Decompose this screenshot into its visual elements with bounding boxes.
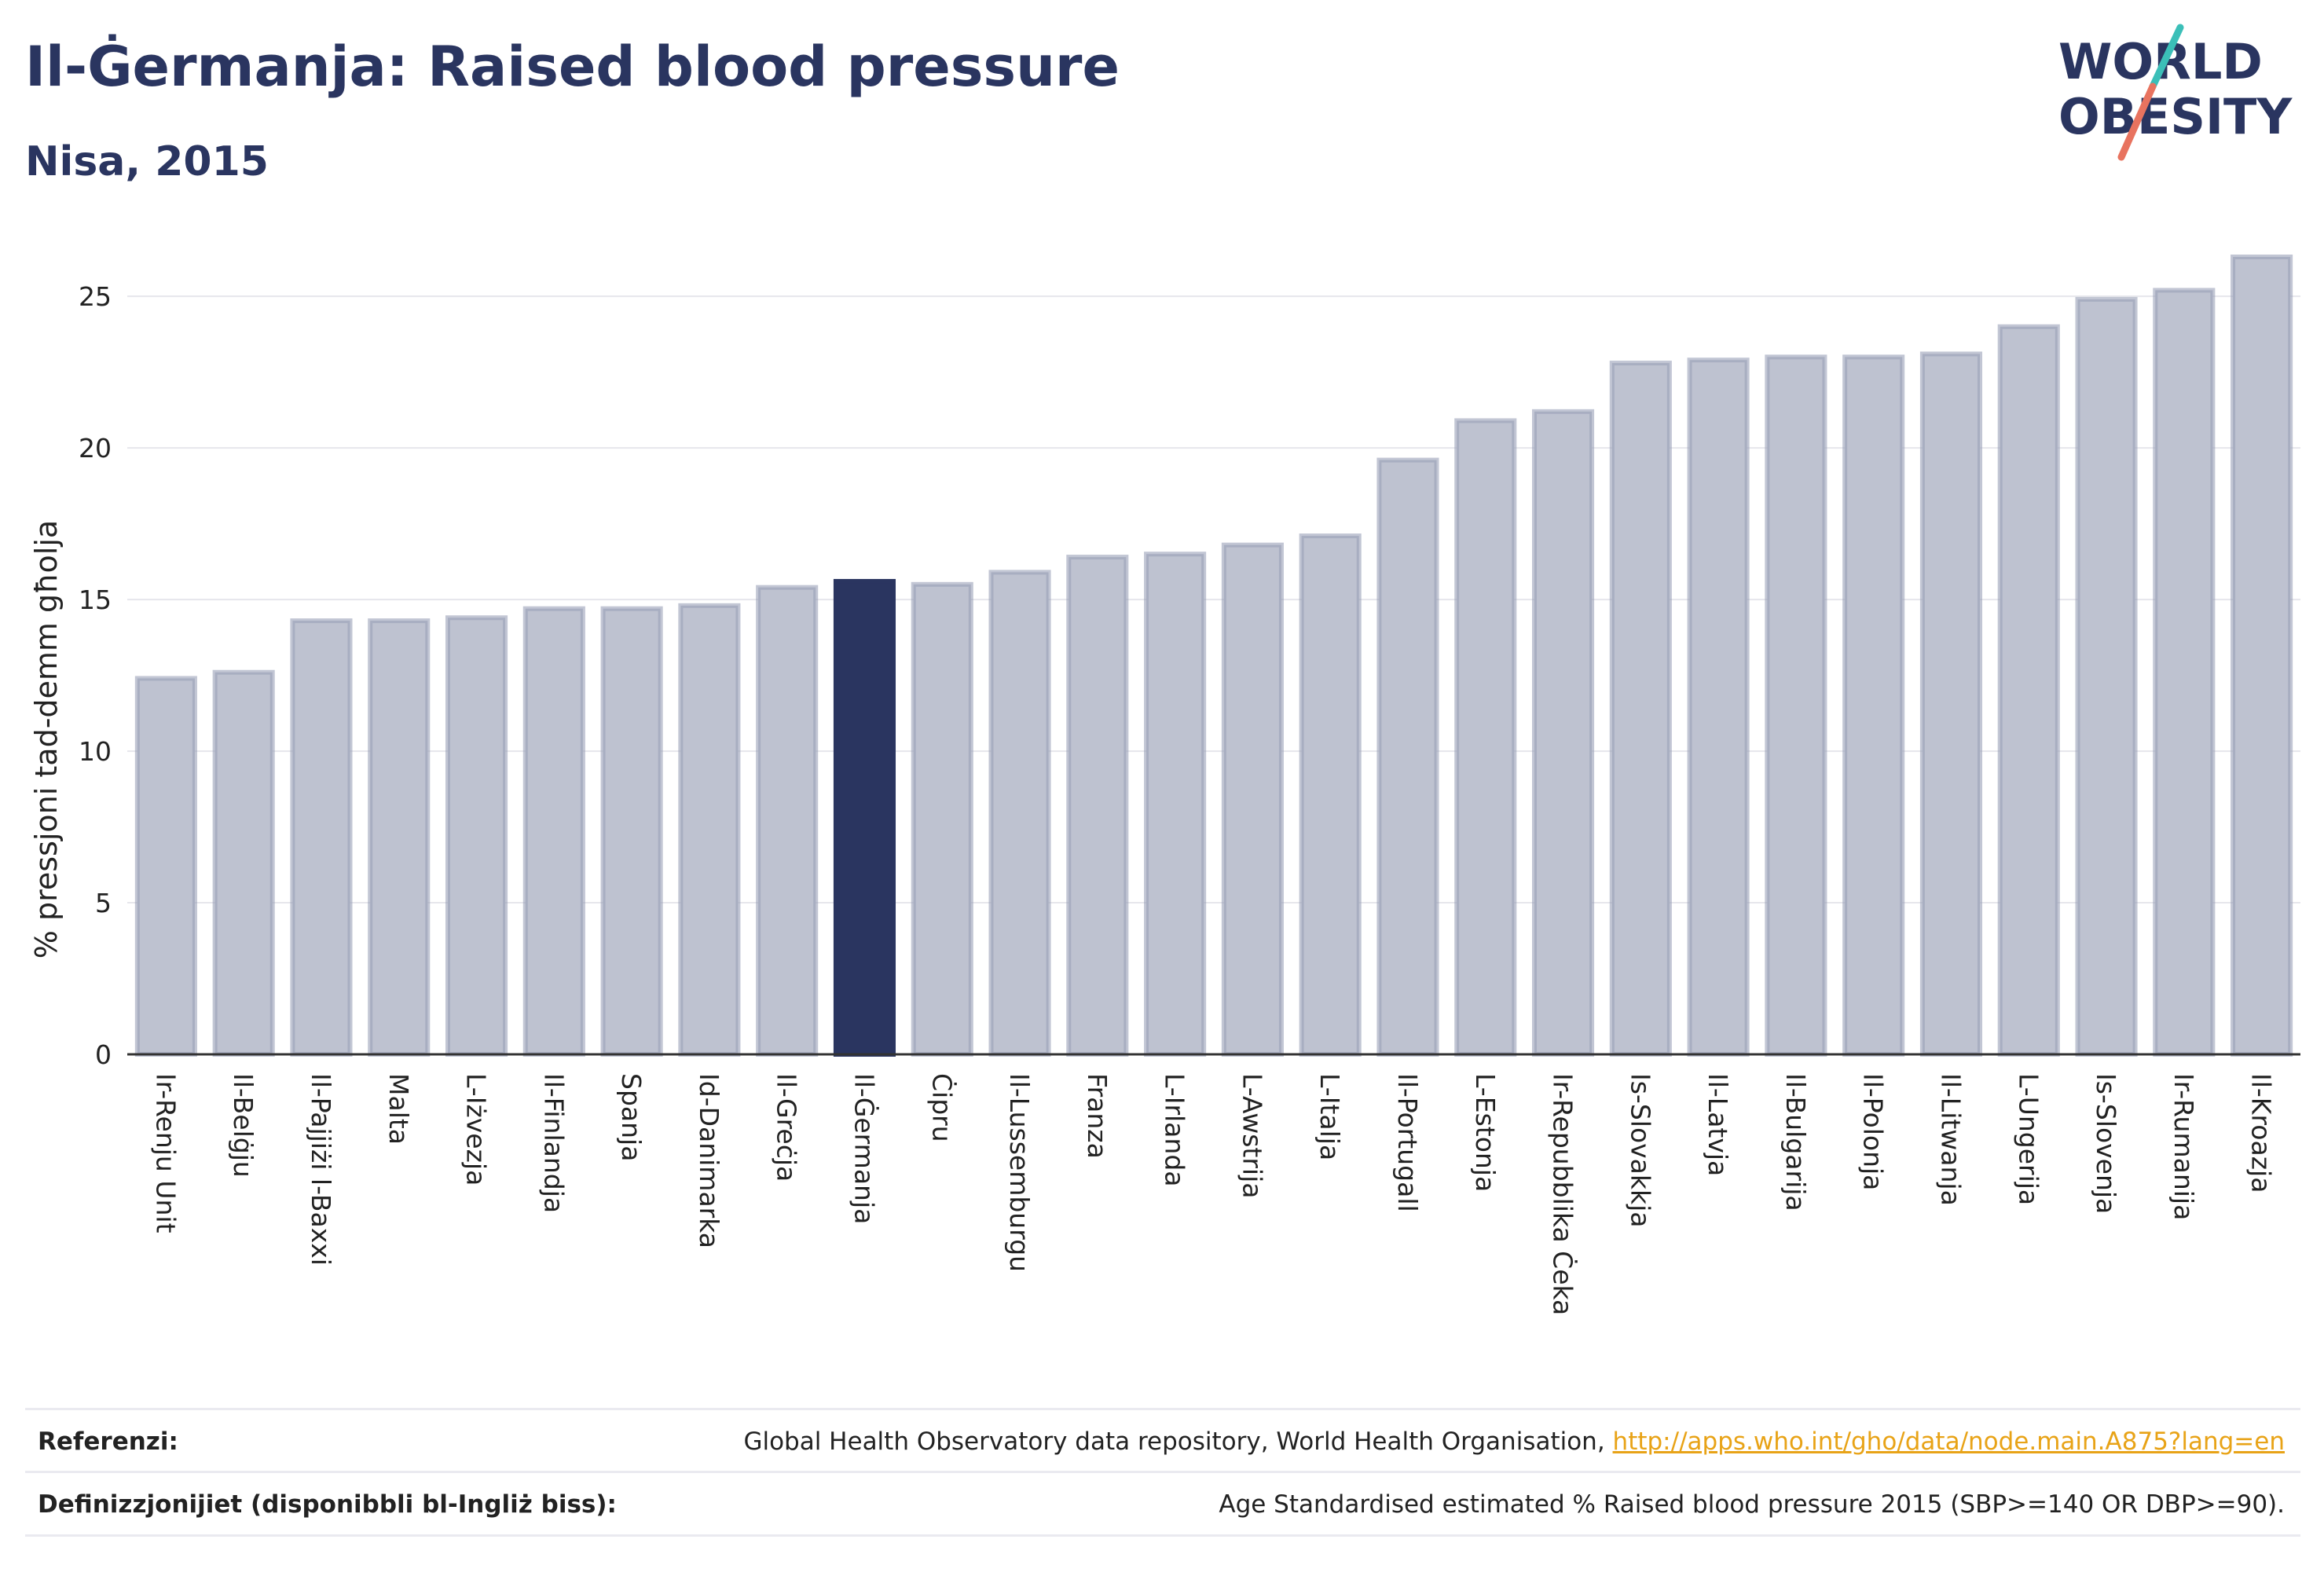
x-tick-label: Ir-Rumanija xyxy=(2168,1073,2199,1220)
x-tick-label: Il-Finlandja xyxy=(538,1073,569,1213)
x-tick-label: Il-Belġju xyxy=(228,1073,258,1178)
x-tick-label: Is-Slovakkja xyxy=(1625,1073,1655,1228)
bar xyxy=(1765,354,1827,1057)
x-tick-label: L-Estonja xyxy=(1470,1073,1501,1192)
x-tick-label: Il-Portugall xyxy=(1392,1073,1423,1212)
bar xyxy=(2231,255,2293,1057)
y-axis-label: % pressjoni tad-demm għolja xyxy=(29,520,64,958)
x-tick-label: L-Ungerija xyxy=(2013,1073,2044,1205)
x-tick-label: Ir-Renju Unit xyxy=(150,1073,181,1233)
bar xyxy=(445,615,508,1057)
bar xyxy=(1919,351,1983,1057)
bar xyxy=(1376,457,1439,1057)
chart-subtitle: Nisa, 2015 xyxy=(25,138,269,185)
bar xyxy=(212,669,275,1057)
definitions-row: Definizzjonijiet (disponibbli bl-Ingliż … xyxy=(25,1471,2300,1537)
bar xyxy=(1066,555,1129,1057)
x-tick-label: Il-Litwanja xyxy=(1935,1073,1966,1206)
chart-title: Il-Ġermanja: Raised blood pressure xyxy=(25,35,1120,99)
bar xyxy=(1299,533,1362,1057)
x-tick-label: L-Iżvezja xyxy=(461,1073,492,1186)
bar xyxy=(368,618,431,1057)
x-tick-label: Franza xyxy=(1082,1073,1113,1159)
bar xyxy=(1531,409,1595,1057)
bar xyxy=(600,606,663,1057)
bar xyxy=(1144,552,1207,1057)
x-tick-label: L-Italja xyxy=(1314,1073,1345,1160)
y-tick-label: 10 xyxy=(79,736,112,767)
logo-slash-teal xyxy=(2149,24,2184,90)
references-row: Referenzi: Global Health Observatory dat… xyxy=(25,1408,2300,1471)
bar xyxy=(2075,297,2138,1057)
bar xyxy=(1842,354,1905,1057)
bar xyxy=(1609,361,1672,1057)
x-tick-label: Is-Slovenja xyxy=(2091,1073,2121,1214)
references-link[interactable]: http://apps.who.int/gho/data/node.main.A… xyxy=(1612,1428,2285,1456)
y-tick-label: 15 xyxy=(79,585,112,615)
x-tick-label: Ċipru xyxy=(926,1073,958,1142)
bar xyxy=(911,581,973,1057)
x-tick-label: Malta xyxy=(383,1073,414,1145)
references-label: Referenzi: xyxy=(38,1428,178,1456)
world-obesity-logo: WORLD OBESITY xyxy=(2058,24,2293,161)
bar xyxy=(678,603,741,1057)
x-tick-label: Ir-Repubblika Ċeka xyxy=(1548,1073,1579,1315)
bar xyxy=(134,676,197,1057)
references-text: Global Health Observatory data repositor… xyxy=(743,1428,1613,1456)
references-value: Global Health Observatory data repositor… xyxy=(743,1428,2285,1456)
x-tick-label: L-Awstrija xyxy=(1237,1073,1267,1198)
bar xyxy=(1221,542,1284,1057)
logo-word-obesity: OBESITY xyxy=(2058,88,2293,145)
x-tick-label: Il-Latvja xyxy=(1703,1073,1733,1176)
bar xyxy=(1997,324,2060,1057)
definitions-text: Age Standardised estimated % Raised bloo… xyxy=(1219,1490,2285,1519)
definitions-label: Definizzjonijiet (disponibbli bl-Ingliż … xyxy=(38,1490,617,1519)
bar xyxy=(522,606,585,1057)
bar xyxy=(2153,288,2216,1057)
x-tick-label: Il-Bulgarija xyxy=(1780,1073,1811,1211)
bar xyxy=(290,618,353,1057)
x-tick-label: Il-Ġermanja xyxy=(849,1073,880,1224)
x-tick-label: Il-Lussemburgu xyxy=(1004,1073,1035,1272)
x-tick-label: Il-Polonja xyxy=(1858,1073,1889,1190)
bar xyxy=(988,570,1051,1057)
bar xyxy=(833,578,896,1057)
bar xyxy=(1687,357,1750,1057)
x-tick-label: L-Irlanda xyxy=(1160,1073,1190,1187)
logo-slash-coral xyxy=(2117,82,2157,161)
x-tick-label: Id-Danimarka xyxy=(694,1073,724,1248)
y-tick-label: 0 xyxy=(95,1039,112,1070)
bar xyxy=(756,585,819,1057)
y-tick-label: 5 xyxy=(95,888,112,918)
y-tick-label: 20 xyxy=(79,433,112,464)
x-tick-label: Il-Pajjiżi l-Baxxi xyxy=(306,1073,336,1266)
x-tick-label: Il-Greċja xyxy=(772,1073,802,1182)
x-tick-label: Spanja xyxy=(616,1073,647,1161)
y-tick-label: 25 xyxy=(79,281,112,312)
x-tick-label: Il-Kroazja xyxy=(2246,1073,2277,1193)
bar-chart: 0 5 10 15 20 25 % pressjoni tad-demm għolja Ir-… xyxy=(29,255,2300,1315)
bar xyxy=(1454,418,1517,1057)
